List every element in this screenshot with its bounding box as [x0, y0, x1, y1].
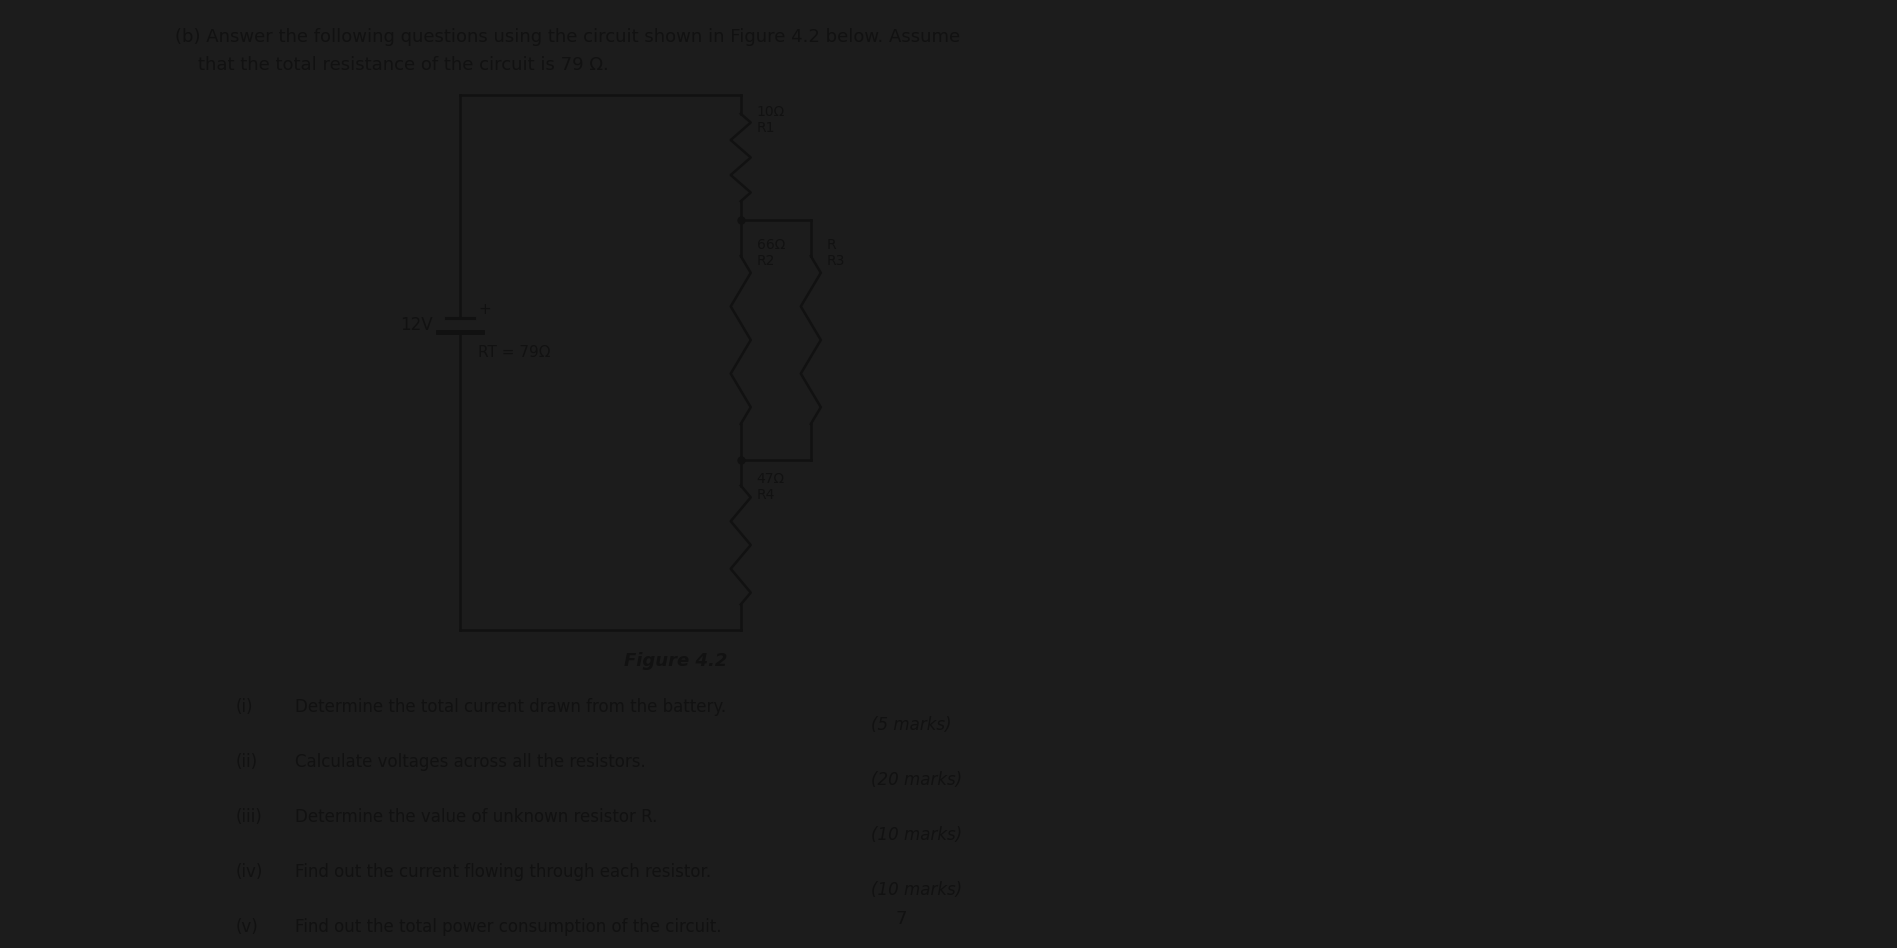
Text: Find out the total power consumption of the circuit.: Find out the total power consumption of … — [296, 918, 721, 936]
Text: Find out the current flowing through each resistor.: Find out the current flowing through eac… — [296, 863, 711, 881]
Text: R2: R2 — [757, 254, 776, 268]
Text: (b) Answer the following questions using the circuit shown in Figure 4.2 below. : (b) Answer the following questions using… — [175, 28, 960, 46]
Text: +: + — [478, 302, 491, 318]
Text: (10 marks): (10 marks) — [871, 881, 962, 899]
Text: R: R — [827, 238, 837, 252]
Text: (iv): (iv) — [235, 863, 262, 881]
Text: R3: R3 — [827, 254, 846, 268]
Text: Calculate voltages across all the resistors.: Calculate voltages across all the resist… — [296, 753, 647, 771]
Text: R4: R4 — [757, 488, 776, 502]
Text: (20 marks): (20 marks) — [871, 771, 962, 789]
Text: 66Ω: 66Ω — [757, 238, 785, 252]
Text: (10 marks): (10 marks) — [871, 826, 962, 844]
Text: RT = 79Ω: RT = 79Ω — [478, 345, 550, 360]
Text: 47Ω: 47Ω — [757, 472, 785, 486]
Text: (5 marks): (5 marks) — [871, 716, 952, 734]
Text: (i): (i) — [235, 698, 252, 716]
Text: Figure 4.2: Figure 4.2 — [624, 652, 727, 670]
Text: R1: R1 — [757, 121, 776, 135]
Text: Determine the value of unknown resistor R.: Determine the value of unknown resistor … — [296, 808, 658, 826]
Text: (iii): (iii) — [235, 808, 262, 826]
Text: (v): (v) — [235, 918, 258, 936]
Text: Determine the total current drawn from the battery.: Determine the total current drawn from t… — [296, 698, 727, 716]
Text: 7: 7 — [895, 910, 907, 928]
Text: (ii): (ii) — [235, 753, 258, 771]
Text: 10Ω: 10Ω — [757, 105, 785, 119]
Text: 12V: 12V — [400, 316, 433, 334]
Text: that the total resistance of the circuit is 79 Ω.: that the total resistance of the circuit… — [175, 56, 609, 74]
